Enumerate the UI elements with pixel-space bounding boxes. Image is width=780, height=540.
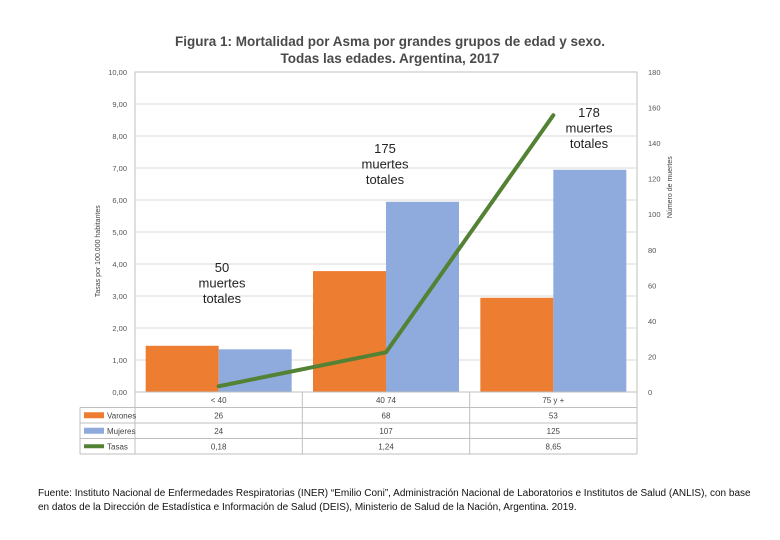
legend-label-mujeres: Mujeres xyxy=(107,427,135,436)
left-axis-tick-label: 8,00 xyxy=(112,132,127,141)
category-label: 75 y + xyxy=(542,396,564,405)
annotation-totales-3: totales xyxy=(570,136,609,151)
annotation-totales-1: totales xyxy=(203,291,242,306)
legend-label-tasas: Tasas xyxy=(107,442,128,451)
table-cell-tasas: 8,65 xyxy=(546,442,562,451)
table-cell-mujeres: 125 xyxy=(547,427,561,436)
left-axis-tick-label: 5,00 xyxy=(112,228,127,237)
annotation-total-2: 175 xyxy=(374,141,396,156)
right-axis-tick-label: 160 xyxy=(648,104,661,113)
source-note: Fuente: Instituto Nacional de Enfermedad… xyxy=(38,488,751,513)
legend-key-varones xyxy=(84,412,104,419)
bar-mujeres xyxy=(553,169,627,392)
chart: Figura 1: Mortalidad por Asma por grande… xyxy=(79,34,674,455)
left-axis-tick-label: 9,00 xyxy=(112,100,127,109)
left-axis-tick-label: 1,00 xyxy=(112,356,127,365)
annotation-muertes-3: muertes xyxy=(566,121,613,136)
right-axis-tick-label: 140 xyxy=(648,139,661,148)
right-axis-tick-label: 20 xyxy=(648,352,656,361)
table-cell-varones: 68 xyxy=(382,411,391,420)
table-cell-varones: 26 xyxy=(214,411,223,420)
chart-subtitle: Todas las edades. Argentina, 2017 xyxy=(280,51,499,66)
right-axis-tick-label: 180 xyxy=(648,68,661,77)
table-cell-tasas: 0,18 xyxy=(211,442,227,451)
bar-varones xyxy=(313,271,386,392)
legend-key-mujeres xyxy=(84,427,104,434)
left-axis-tick-label: 2,00 xyxy=(112,324,127,333)
left-axis-tick-label: 7,00 xyxy=(112,164,127,173)
left-axis-tick-label: 6,00 xyxy=(112,196,127,205)
annotation-totales-2: totales xyxy=(366,172,405,187)
table-cell-mujeres: 24 xyxy=(214,427,223,436)
legend-label-varones: Varones xyxy=(107,411,136,420)
table-cell-varones: 53 xyxy=(549,411,558,420)
right-axis-tick-label: 100 xyxy=(648,210,661,219)
category-label: < 40 xyxy=(211,396,227,405)
left-axis-tick-label: 3,00 xyxy=(112,292,127,301)
table-cell-mujeres: 107 xyxy=(379,427,393,436)
right-axis-tick-label: 40 xyxy=(648,317,656,326)
right-axis-title: Número de muertes xyxy=(667,156,674,218)
right-axis-tick-label: 80 xyxy=(648,246,656,255)
annotation-muertes-2: muertes xyxy=(362,157,409,172)
bar-varones xyxy=(145,345,219,392)
bar-varones xyxy=(480,297,554,392)
annotation-total-1: 50 xyxy=(215,260,229,275)
annotation-muertes-1: muertes xyxy=(199,276,246,291)
bar-mujeres xyxy=(386,201,459,392)
right-axis-tick-label: 60 xyxy=(648,281,656,290)
table-cell-tasas: 1,24 xyxy=(378,442,394,451)
annotation-total-3: 178 xyxy=(578,105,600,120)
left-axis-tick-label: 10,00 xyxy=(108,68,127,77)
chart-title: Figura 1: Mortalidad por Asma por grande… xyxy=(175,34,605,49)
category-label: 40 74 xyxy=(376,396,397,405)
left-axis-tick-label: 4,00 xyxy=(112,260,127,269)
left-axis-tick-label: 0,00 xyxy=(112,388,127,397)
right-axis-tick-label: 120 xyxy=(648,175,661,184)
line-tasas xyxy=(216,113,556,389)
left-axis-title: Tasas por 100.000 habitantes xyxy=(95,205,102,297)
right-axis-tick-label: 0 xyxy=(648,388,652,397)
